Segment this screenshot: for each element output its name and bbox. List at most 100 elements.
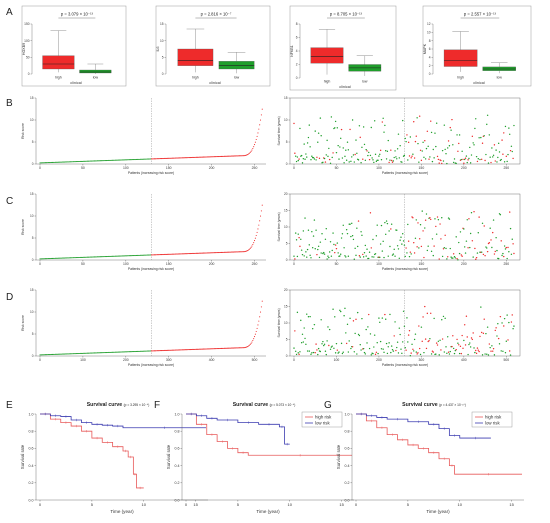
- survival-time-point: [433, 317, 435, 320]
- survival-time-point: [334, 316, 336, 318]
- y-tick-label: 1.0: [29, 412, 34, 416]
- risk-score-point: [217, 348, 220, 350]
- x-tick-label: 15: [193, 502, 198, 507]
- group-label: high: [457, 76, 464, 80]
- survival-time-point: [401, 352, 403, 355]
- risk-score-point: [50, 257, 52, 260]
- risk-score-point: [174, 253, 176, 255]
- risk-score-point: [178, 157, 180, 159]
- survival-time-point: [406, 317, 408, 319]
- risk-score-point: [91, 160, 93, 162]
- risk-score-point: [233, 251, 235, 253]
- survival-time-point: [486, 353, 488, 355]
- risk-score-point: [195, 252, 197, 254]
- risk-score-point: [232, 251, 234, 253]
- risk-score-point: [72, 353, 74, 355]
- survival-time-point: [500, 350, 502, 352]
- y-tick-label: 0.6: [29, 447, 34, 451]
- survival-time-point: [385, 342, 388, 345]
- risk-score-point: [158, 350, 160, 352]
- survival-time-point: [329, 348, 332, 350]
- risk-score-point: [253, 336, 256, 338]
- survival-time-point: [362, 126, 365, 128]
- survival-time-point: [300, 154, 303, 157]
- survival-time-point: [475, 349, 477, 352]
- survival-time-point: [396, 245, 399, 247]
- risk-score-point: [167, 253, 169, 255]
- risk-score-point: [40, 162, 42, 164]
- risk-score-point: [86, 352, 88, 354]
- risk-score-point: [66, 353, 69, 355]
- survival-time-point: [382, 348, 384, 350]
- risk-score-point: [235, 155, 238, 157]
- survival-time-point: [429, 217, 431, 219]
- risk-score-point: [64, 161, 66, 163]
- survival-time-point: [462, 158, 464, 161]
- survival-time-point: [430, 120, 432, 122]
- risk-score-point: [210, 348, 212, 350]
- survival-time-point: [496, 335, 498, 337]
- risk-score-point: [145, 350, 147, 352]
- survival-time-point: [311, 231, 313, 233]
- risk-score-point: [80, 352, 82, 354]
- survival-time-point: [418, 115, 421, 117]
- box-low: [79, 69, 112, 74]
- risk-score-point: [240, 347, 242, 349]
- survival-time-point: [350, 160, 352, 163]
- risk-score-point: [151, 254, 153, 256]
- risk-score-point: [247, 346, 249, 348]
- x-tick-label: 5: [237, 502, 240, 507]
- y-tick-label: 0.4: [175, 464, 180, 468]
- survival-time-point: [457, 342, 459, 344]
- risk-score-point: [53, 161, 55, 163]
- survival-time-point: [503, 325, 505, 327]
- survival-time-point: [441, 162, 443, 165]
- y-tick-label: 12: [427, 22, 431, 26]
- risk-score-point: [192, 156, 194, 159]
- survival-time-point: [360, 231, 362, 233]
- survival-time-point: [388, 342, 390, 344]
- survival-time-point: [348, 161, 350, 163]
- risk-score-point: [96, 160, 99, 162]
- risk-score-point: [59, 161, 61, 163]
- survival-time-point: [424, 305, 426, 308]
- survival-time-point: [499, 315, 502, 318]
- survival-time-point: [490, 239, 492, 241]
- survival-time-point: [476, 160, 479, 163]
- risk-score-point: [162, 253, 164, 256]
- risk-score-point: [256, 327, 258, 329]
- survival-time-point: [344, 255, 346, 257]
- risk-score-point: [111, 255, 113, 257]
- risk-score-point: [225, 155, 227, 157]
- survival-time-point: [435, 342, 438, 344]
- y-tick-label: 0.8: [345, 430, 350, 434]
- survival-time-point: [368, 257, 370, 260]
- survival-time-point: [331, 345, 333, 347]
- risk-score-point: [98, 160, 100, 162]
- risk-score-point: [237, 251, 239, 253]
- survival-time-point: [359, 136, 361, 139]
- panel-letter-F: F: [154, 400, 160, 411]
- risk-score-point: [42, 354, 44, 356]
- survival-time-point: [372, 238, 374, 241]
- survival-time-point: [381, 317, 384, 319]
- survival-time-point: [366, 342, 368, 344]
- risk-score-point: [254, 333, 256, 335]
- risk-score-point: [45, 354, 47, 356]
- risk-score-point: [81, 352, 83, 354]
- y-tick-label: 2: [296, 63, 298, 67]
- survival-time-point: [437, 340, 440, 342]
- y-tick-label: 5: [162, 56, 164, 60]
- survival-time-point: [384, 124, 386, 127]
- y-tick-label: 0.0: [345, 498, 350, 502]
- y-tick-label: 10: [284, 321, 288, 325]
- risk-score-point: [149, 158, 151, 160]
- risk-score-point: [257, 132, 259, 134]
- risk-score-point: [88, 352, 90, 354]
- survival-time-point: [356, 311, 359, 314]
- risk-score-point: [97, 256, 99, 258]
- risk-score-point: [104, 352, 106, 354]
- risk-score-point: [48, 354, 50, 356]
- risk-score-point: [62, 257, 64, 259]
- risk-score-point: [259, 311, 262, 313]
